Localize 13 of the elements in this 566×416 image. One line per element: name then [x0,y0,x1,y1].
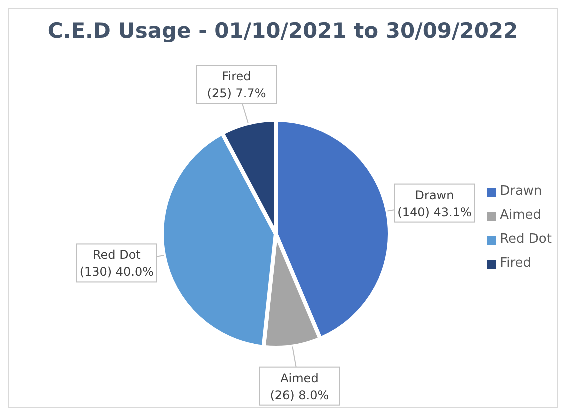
legend-label: Fired [500,255,532,273]
slice-label: Fired [222,70,252,84]
data-label: (130) 40.0% [80,265,154,280]
slice-label: Red Dot [92,248,142,262]
legend-label: Aimed [500,207,542,225]
chart-title: C.E.D Usage - 01/10/2021 to 30/09/2022 [46,18,520,45]
data-label: (26) 8.0% [270,388,330,402]
data-label: (25) 7.7% [207,86,266,101]
slice-label: Aimed [280,371,319,386]
data-label: (140) 43.1% [398,205,472,220]
slice-label: Drawn [415,188,454,202]
legend-label: Red Dot [500,231,552,249]
legend-label: Drawn [500,183,542,201]
